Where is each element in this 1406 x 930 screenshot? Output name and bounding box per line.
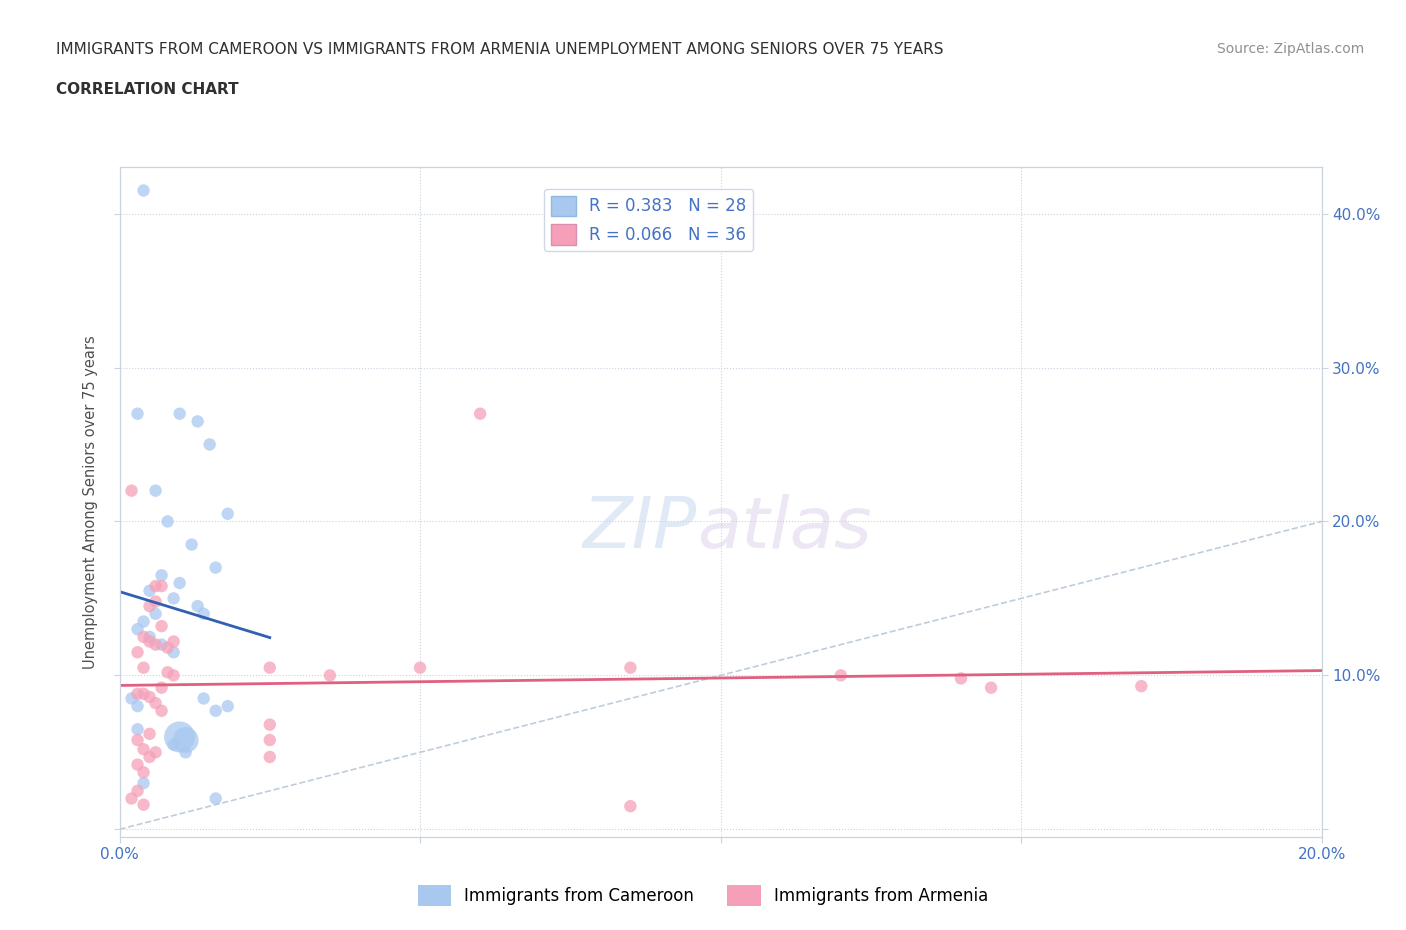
Point — [145, 578, 167, 593]
Point — [132, 660, 155, 675]
Point — [145, 484, 167, 498]
Point — [198, 437, 221, 452]
Point — [138, 689, 160, 704]
Point — [204, 560, 226, 575]
Point — [468, 406, 492, 421]
Point — [156, 665, 179, 680]
Point — [162, 634, 184, 649]
Point — [259, 660, 281, 675]
Point — [132, 183, 155, 198]
Point — [830, 668, 852, 683]
Point — [132, 797, 155, 812]
Point — [409, 660, 432, 675]
Legend: R = 0.383   N = 28, R = 0.066   N = 36: R = 0.383 N = 28, R = 0.066 N = 36 — [544, 189, 752, 251]
Point — [150, 618, 173, 633]
Point — [127, 406, 149, 421]
Point — [259, 750, 281, 764]
Point — [619, 660, 641, 675]
Point — [150, 578, 173, 593]
Point — [145, 606, 167, 621]
Point — [162, 737, 184, 752]
Text: atlas: atlas — [696, 495, 872, 564]
Point — [150, 637, 173, 652]
Point — [132, 630, 155, 644]
Point — [138, 630, 160, 644]
Point — [259, 717, 281, 732]
Point — [132, 614, 155, 629]
Point — [169, 576, 191, 591]
Point — [980, 680, 1002, 695]
Point — [138, 726, 160, 741]
Point — [169, 406, 191, 421]
Point — [138, 634, 160, 649]
Point — [174, 745, 197, 760]
Point — [127, 733, 149, 748]
Point — [259, 733, 281, 748]
Point — [162, 591, 184, 605]
Point — [127, 622, 149, 637]
Point — [138, 599, 160, 614]
Text: IMMIGRANTS FROM CAMEROON VS IMMIGRANTS FROM ARMENIA UNEMPLOYMENT AMONG SENIORS O: IMMIGRANTS FROM CAMEROON VS IMMIGRANTS F… — [56, 42, 943, 57]
Point — [150, 680, 173, 695]
Point — [127, 783, 149, 798]
Point — [193, 606, 215, 621]
Point — [145, 637, 167, 652]
Point — [132, 776, 155, 790]
Y-axis label: Unemployment Among Seniors over 75 years: Unemployment Among Seniors over 75 years — [83, 336, 98, 669]
Point — [187, 414, 209, 429]
Point — [121, 791, 143, 806]
Point — [204, 703, 226, 718]
Point — [132, 764, 155, 779]
Point — [174, 733, 197, 748]
Point — [169, 729, 191, 744]
Point — [187, 599, 209, 614]
Point — [138, 583, 160, 598]
Point — [162, 644, 184, 659]
Text: Source: ZipAtlas.com: Source: ZipAtlas.com — [1216, 42, 1364, 56]
Point — [127, 722, 149, 737]
Text: CORRELATION CHART: CORRELATION CHART — [56, 82, 239, 97]
Point — [319, 668, 342, 683]
Point — [132, 686, 155, 701]
Point — [150, 568, 173, 583]
Point — [150, 703, 173, 718]
Point — [156, 514, 179, 529]
Point — [619, 799, 641, 814]
Point — [1130, 679, 1153, 694]
Text: ZIP: ZIP — [582, 495, 696, 564]
Point — [180, 538, 202, 552]
Point — [138, 750, 160, 764]
Point — [127, 757, 149, 772]
Point — [127, 644, 149, 659]
Point — [950, 671, 973, 686]
Point — [132, 742, 155, 757]
Legend: Immigrants from Cameroon, Immigrants from Armenia: Immigrants from Cameroon, Immigrants fro… — [411, 879, 995, 912]
Point — [217, 698, 239, 713]
Point — [121, 691, 143, 706]
Point — [127, 698, 149, 713]
Point — [162, 668, 184, 683]
Point — [217, 506, 239, 521]
Point — [204, 791, 226, 806]
Point — [145, 594, 167, 609]
Point — [145, 745, 167, 760]
Point — [127, 686, 149, 701]
Point — [145, 696, 167, 711]
Point — [121, 484, 143, 498]
Point — [193, 691, 215, 706]
Point — [156, 640, 179, 655]
